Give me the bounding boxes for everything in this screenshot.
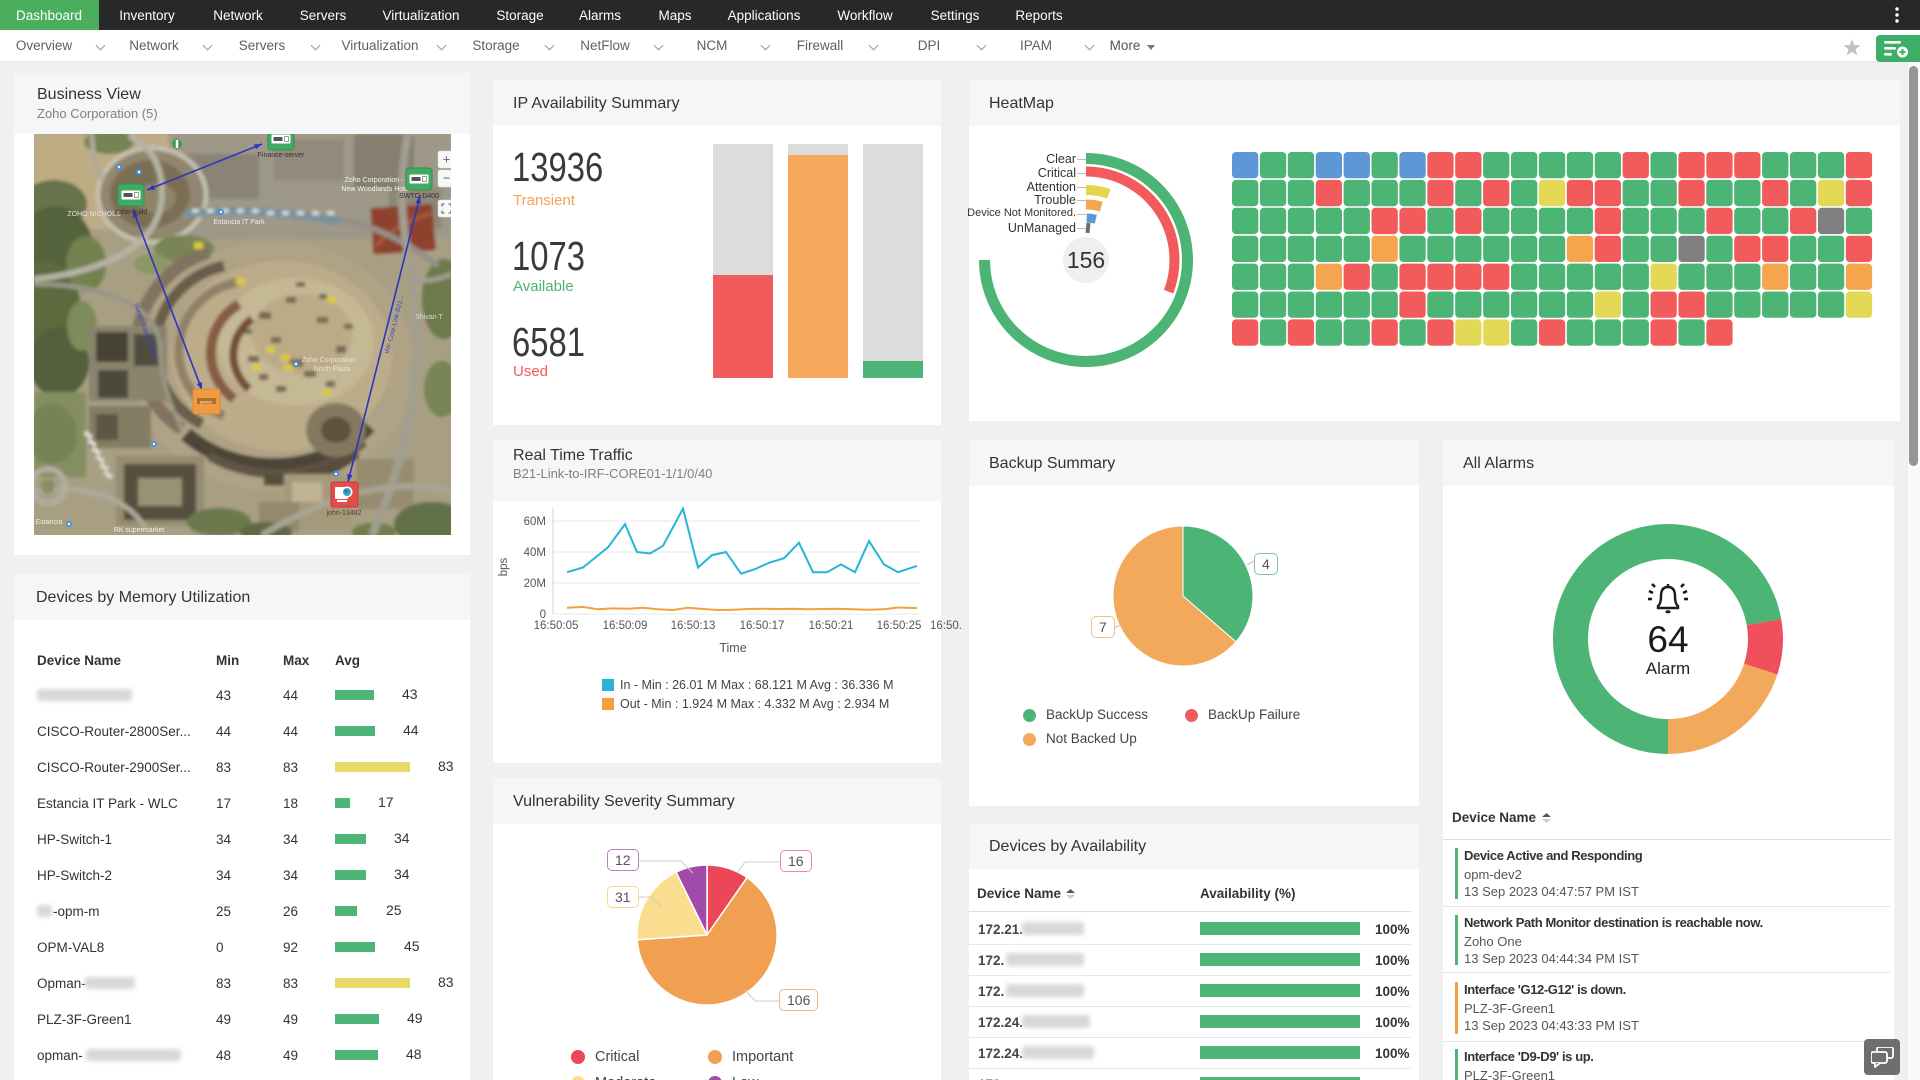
svg-text:bps: bps — [498, 557, 510, 576]
svg-text:Estancia IT Park: Estancia IT Park — [213, 219, 265, 226]
svg-text:john-13482: john-13482 — [325, 510, 361, 517]
svg-text:40M: 40M — [524, 547, 546, 559]
svg-text:In - Min : 26.01 M Max : 68.12: In - Min : 26.01 M Max : 68.121 M Avg : … — [620, 678, 894, 692]
svg-text:server: server — [200, 400, 213, 405]
svg-text:16:50:25: 16:50:25 — [877, 620, 922, 632]
svg-text:16:50:05: 16:50:05 — [534, 620, 579, 632]
svg-text:SWTO-D400: SWTO-D400 — [399, 193, 439, 200]
svg-text:ZOHO NICHOLS: ZOHO NICHOLS — [67, 211, 121, 218]
svg-text:Alarm: Alarm — [1646, 659, 1690, 678]
svg-text:16:50:21: 16:50:21 — [809, 620, 854, 632]
svg-text:Zoho Corporation -: Zoho Corporation - — [345, 177, 404, 184]
svg-text:Zoho Corporation: Zoho Corporation — [302, 357, 357, 364]
svg-text:60M: 60M — [524, 516, 546, 528]
svg-text:zoho-build: zoho-build — [115, 209, 147, 216]
svg-text:16:50:17: 16:50:17 — [740, 620, 785, 632]
svg-text:Estancia: Estancia — [36, 519, 63, 526]
svg-text:New Woodlands Hotel: New Woodlands Hotel — [341, 186, 411, 193]
svg-text:Time: Time — [719, 641, 746, 655]
svg-text:+: + — [443, 152, 451, 167]
svg-text:Out - Min : 1.924 M Max : 4.33: Out - Min : 1.924 M Max : 4.332 M Avg : … — [620, 697, 889, 711]
svg-text:16:50:13: 16:50:13 — [671, 620, 716, 632]
svg-text:Shivan T: Shivan T — [415, 314, 443, 321]
svg-text:North Plaza: North Plaza — [314, 366, 351, 373]
svg-text:16:50:09: 16:50:09 — [603, 620, 648, 632]
svg-text:16:50..: 16:50.. — [930, 620, 963, 632]
svg-text:20M: 20M — [524, 578, 546, 590]
svg-text:−: − — [443, 171, 451, 186]
svg-text:156: 156 — [1067, 247, 1105, 273]
svg-text:Finance-server: Finance-server — [258, 152, 305, 159]
svg-text:0: 0 — [540, 609, 546, 621]
svg-text:RK supermarket: RK supermarket — [114, 527, 165, 534]
svg-text:64: 64 — [1647, 619, 1688, 660]
